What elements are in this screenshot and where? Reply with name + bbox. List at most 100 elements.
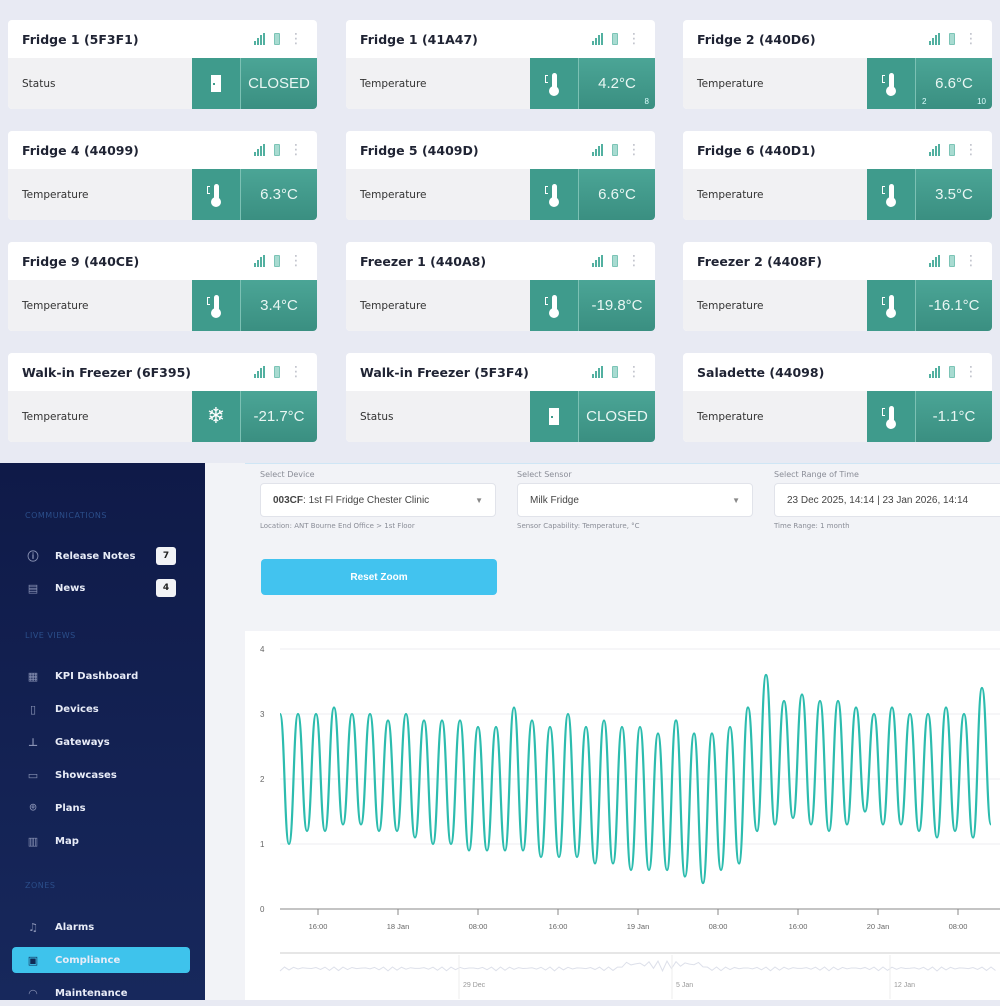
card-body: Temperature ❄ -21.7°C <box>8 391 317 442</box>
reset-zoom-button[interactable]: Reset Zoom <box>261 559 497 595</box>
card-header: Walk-in Freezer (6F395) ⋮ <box>8 353 317 391</box>
card-title: Fridge 9 (440CE) <box>22 253 140 269</box>
battery-icon <box>949 366 955 378</box>
card-max-value: 10 <box>977 97 986 106</box>
thermometer-icon <box>530 169 579 220</box>
card-value-text: CLOSED <box>586 408 648 425</box>
device-card[interactable]: Fridge 1 (5F3F1) ⋮ Status CLOSED <box>8 20 317 109</box>
sidebar-item-label: News <box>55 582 86 594</box>
card-value-text: 6.6°C <box>598 186 636 203</box>
device-card[interactable]: Fridge 5 (4409D) ⋮ Temperature 6.6°C <box>346 131 655 220</box>
sidebar-item-plans[interactable]: ⌾ Plans <box>12 795 190 821</box>
more-options-icon[interactable]: ⋮ <box>627 31 641 47</box>
card-value: 3.5°C <box>916 169 992 220</box>
time-range-value: 23 Dec 2025, 14:14 | 23 Jan 2026, 14:14 <box>787 494 969 506</box>
card-min-value: 2 <box>922 97 927 106</box>
more-options-icon[interactable]: ⋮ <box>627 253 641 269</box>
thermometer-icon <box>867 58 916 109</box>
more-options-icon[interactable]: ⋮ <box>627 364 641 380</box>
card-value: -16.1°C <box>916 280 992 331</box>
sidebar-section-title: LIVE VIEWS <box>25 631 76 640</box>
bell-icon: ♫ <box>28 920 38 934</box>
card-header: Fridge 4 (44099) ⋮ <box>8 131 317 169</box>
device-card[interactable]: Freezer 1 (440A8) ⋮ Temperature -19.8°C <box>346 242 655 331</box>
chart-svg[interactable]: 0 1 2 3 4 16:00 18 Jan 08:00 16:00 19 Jan 08:00 16:… <box>245 631 1000 1000</box>
sidebar-item-devices[interactable]: ▯ Devices <box>12 696 190 722</box>
signal-icon <box>254 255 265 267</box>
device-card[interactable]: Freezer 2 (4408F) ⋮ Temperature -16.1°C <box>683 242 992 331</box>
sidebar-item-alarms[interactable]: ♫ Alarms <box>12 914 190 940</box>
signal-icon <box>592 255 603 267</box>
sensor-select-group: Select Sensor Milk Fridge ▼ Sensor Capabi… <box>517 470 753 530</box>
more-options-icon[interactable]: ⋮ <box>289 31 303 47</box>
battery-icon <box>274 366 280 378</box>
x-tick-label: 16:00 <box>789 922 808 931</box>
map-icon: ▥ <box>27 834 39 848</box>
sidebar-item-news[interactable]: ▤ News 4 <box>12 575 190 601</box>
card-sensor-label: Temperature <box>697 77 764 90</box>
device-card[interactable]: Walk-in Freezer (5F3F4) ⋮ Status CLOSED <box>346 353 655 442</box>
device-card[interactable]: Fridge 1 (41A47) ⋮ Temperature 4.2°C 8 <box>346 20 655 109</box>
device-card[interactable]: Fridge 9 (440CE) ⋮ Temperature 3.4°C <box>8 242 317 331</box>
sidebar-item-showcases[interactable]: ▭ Showcases <box>12 762 190 788</box>
battery-icon <box>612 255 618 267</box>
device-select-group: Select Device 003CF: 1st Fl Fridge Chest… <box>260 470 496 530</box>
card-value: 6.6°C 2 10 <box>916 58 992 109</box>
sidebar-item-map[interactable]: ▥ Map <box>12 828 190 854</box>
sidebar-item-compliance[interactable]: ▣ Compliance <box>12 947 190 973</box>
more-options-icon[interactable]: ⋮ <box>289 253 303 269</box>
device-card[interactable]: Fridge 2 (440D6) ⋮ Temperature 6.6°C 2 1… <box>683 20 992 109</box>
more-options-icon[interactable]: ⋮ <box>964 142 978 158</box>
card-value: 4.2°C 8 <box>579 58 655 109</box>
card-body: Temperature -16.1°C <box>683 280 992 331</box>
temperature-chart[interactable]: 0 1 2 3 4 16:00 18 Jan 08:00 16:00 19 Jan 08:00 16:… <box>245 631 1000 1000</box>
card-title: Freezer 2 (4408F) <box>697 253 822 269</box>
card-sensor-label: Temperature <box>22 299 89 312</box>
snowflake-icon: ❄ <box>192 391 241 442</box>
more-options-icon[interactable]: ⋮ <box>964 31 978 47</box>
range-select-group: Select Range of Time 23 Dec 2025, 14:14 … <box>774 470 1000 530</box>
battery-icon <box>612 144 618 156</box>
info-icon: ⓘ <box>27 550 39 563</box>
card-header: Fridge 1 (5F3F1) ⋮ <box>8 20 317 58</box>
sidebar-section-title: ZONES <box>25 881 56 890</box>
more-options-icon[interactable]: ⋮ <box>289 364 303 380</box>
thermometer-icon <box>867 280 916 331</box>
sidebar-item-kpi-dashboard[interactable]: ▦ KPI Dashboard <box>12 663 190 689</box>
battery-icon <box>612 33 618 45</box>
document-icon: ▤ <box>27 581 39 595</box>
battery-icon <box>949 144 955 156</box>
sensor-select[interactable]: Milk Fridge ▼ <box>517 483 753 517</box>
device-card[interactable]: Fridge 4 (44099) ⋮ Temperature 6.3°C <box>8 131 317 220</box>
sidebar-item-label: Alarms <box>55 921 95 933</box>
time-range-input[interactable]: 23 Dec 2025, 14:14 | 23 Jan 2026, 14:14 <box>774 483 1000 517</box>
range-select-caption: Select Range of Time <box>774 470 859 479</box>
card-header: Fridge 2 (440D6) ⋮ <box>683 20 992 58</box>
card-value: 3.4°C <box>241 280 317 331</box>
signal-icon <box>592 144 603 156</box>
card-body: Temperature -19.8°C <box>346 280 655 331</box>
more-options-icon[interactable]: ⋮ <box>627 142 641 158</box>
x-tick-label: 08:00 <box>949 922 968 931</box>
device-card[interactable]: Walk-in Freezer (6F395) ⋮ Temperature ❄ … <box>8 353 317 442</box>
card-body: Temperature 3.5°C <box>683 169 992 220</box>
more-options-icon[interactable]: ⋮ <box>964 253 978 269</box>
card-body: Status CLOSED <box>346 391 655 442</box>
sidebar-item-gateways[interactable]: ⊥ Gateways <box>12 729 190 755</box>
device-card[interactable]: Fridge 6 (440D1) ⋮ Temperature 3.5°C <box>683 131 992 220</box>
more-options-icon[interactable]: ⋮ <box>289 142 303 158</box>
sidebar-item-maintenance[interactable]: ◠ Maintenance <box>12 980 190 1006</box>
card-title: Fridge 5 (4409D) <box>360 142 479 158</box>
chevron-down-icon: ▼ <box>475 495 483 505</box>
card-value-text: 4.2°C <box>598 75 636 92</box>
device-select[interactable]: 003CF: 1st Fl Fridge Chester Clinic ▼ <box>260 483 496 517</box>
sidebar: COMMUNICATIONS ⓘ Release Notes 7 ▤ News 4 LIVE … <box>0 463 205 1000</box>
sidebar-item-release-notes[interactable]: ⓘ Release Notes 7 <box>12 543 190 569</box>
navigator-label: 29 Dec <box>463 982 486 989</box>
card-value-text: 3.5°C <box>935 186 973 203</box>
more-options-icon[interactable]: ⋮ <box>964 364 978 380</box>
compliance-main: Select Device 003CF: 1st Fl Fridge Chest… <box>205 463 1000 1000</box>
navigator-series <box>279 959 996 973</box>
device-card[interactable]: Saladette (44098) ⋮ Temperature -1.1°C <box>683 353 992 442</box>
card-body: Temperature 6.6°C 2 10 <box>683 58 992 109</box>
